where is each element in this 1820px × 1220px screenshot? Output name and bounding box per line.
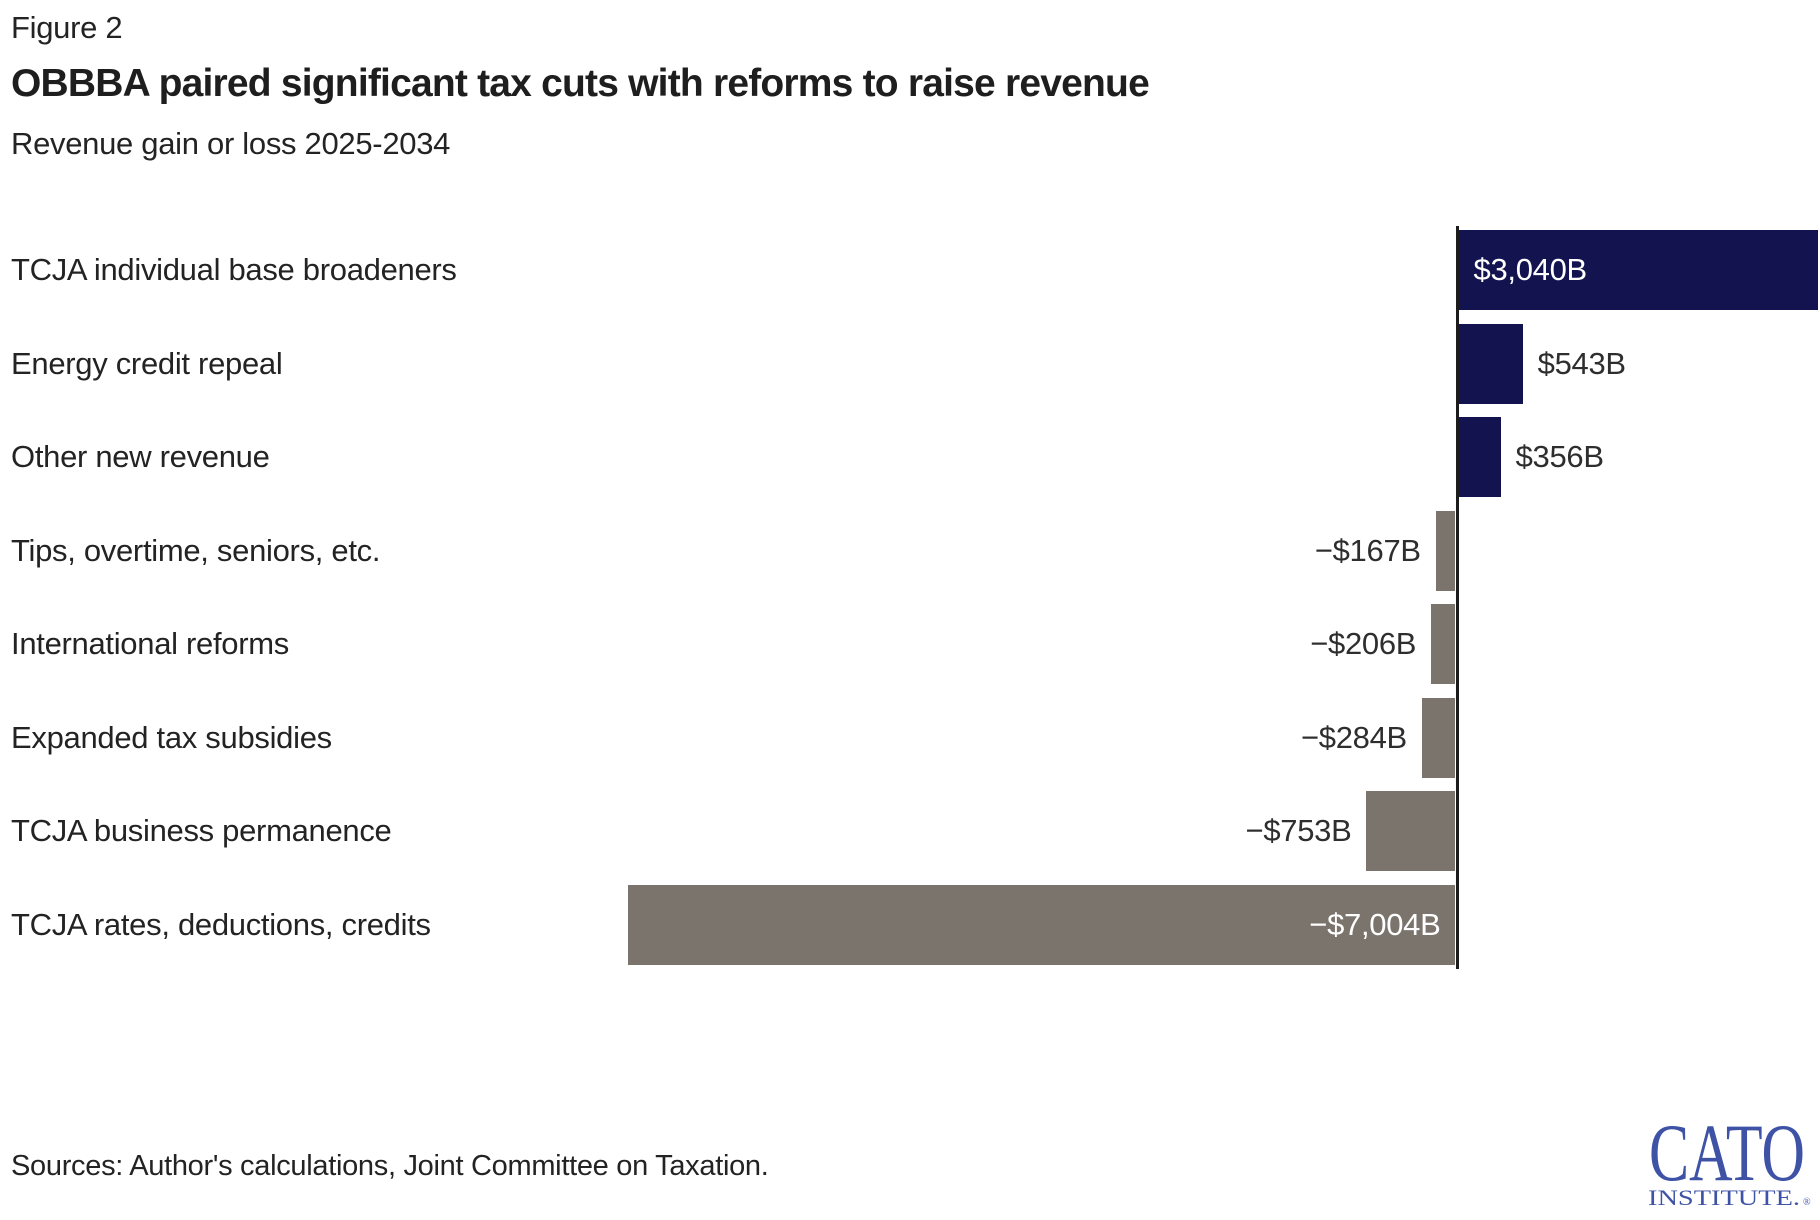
bar	[1421, 697, 1456, 778]
chart-row: International reforms −$206B	[0, 604, 1820, 684]
chart-subtitle: Revenue gain or loss 2025-2034	[11, 126, 451, 161]
chart-row: TCJA rates, deductions, credits −$7,004B	[0, 884, 1820, 965]
chart-title: OBBBA paired significant tax cuts with r…	[11, 62, 1150, 105]
value-label: −$206B	[1310, 626, 1417, 661]
chart-row: TCJA individual base broadeners $3,040B	[0, 230, 1820, 310]
bar	[1458, 230, 1818, 310]
category-label: TCJA business permanence	[11, 813, 392, 848]
value-label: $543B	[1537, 345, 1626, 381]
value-label: −$7,004B	[1309, 906, 1441, 942]
logo-institute-text: INSTITUTE.	[1648, 1185, 1800, 1210]
bar	[1458, 417, 1501, 497]
bar	[1458, 323, 1523, 404]
category-label: Energy credit repeal	[11, 345, 283, 381]
category-label: TCJA rates, deductions, credits	[11, 906, 431, 942]
chart-row: TCJA business permanence −$753B	[0, 791, 1820, 871]
chart-row: Tips, overtime, seniors, etc. −$167B	[0, 510, 1820, 591]
chart-row: Other new revenue $356B	[0, 417, 1820, 497]
zero-axis	[1455, 226, 1459, 969]
figure-label: Figure 2	[11, 10, 123, 45]
chart-row: Energy credit repeal $543B	[0, 323, 1820, 404]
value-label: $356B	[1515, 439, 1604, 474]
category-label: Other new revenue	[11, 439, 270, 474]
cato-institute-logo: CATO INSTITUTE. ®	[1646, 1107, 1816, 1210]
category-label: Tips, overtime, seniors, etc.	[11, 532, 381, 568]
bar	[1435, 510, 1456, 591]
value-label: −$284B	[1300, 719, 1407, 755]
registered-trademark-icon: ®	[1803, 1197, 1811, 1208]
category-label: Expanded tax subsidies	[11, 719, 332, 755]
value-label: $3,040B	[1473, 252, 1588, 287]
bar	[1366, 791, 1456, 871]
source-note: Sources: Author's calculations, Joint Co…	[11, 1150, 769, 1182]
value-label: −$167B	[1314, 532, 1421, 568]
chart-row: Expanded tax subsidies −$284B	[0, 697, 1820, 778]
bar	[1431, 604, 1456, 684]
cato-wordmark: CATO INSTITUTE. ®	[1648, 1107, 1811, 1210]
bar	[627, 884, 1456, 965]
category-label: TCJA individual base broadeners	[11, 252, 457, 287]
logo-cato-text: CATO	[1649, 1114, 1805, 1198]
category-label: International reforms	[11, 626, 289, 661]
value-label: −$753B	[1245, 813, 1352, 848]
